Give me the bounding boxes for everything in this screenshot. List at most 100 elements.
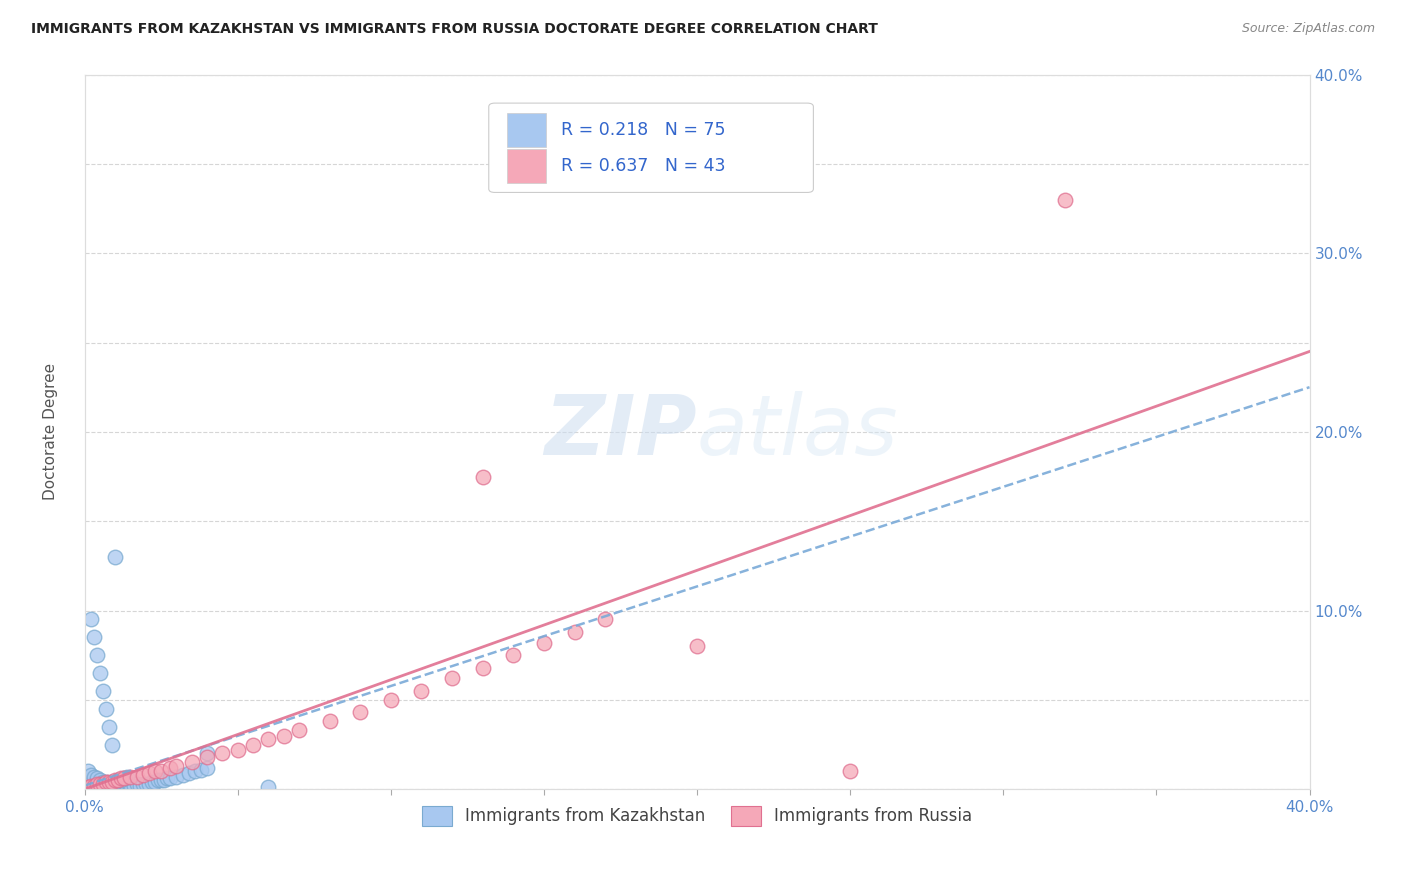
Point xyxy=(98,775,121,789)
Point xyxy=(107,779,129,793)
Point xyxy=(686,640,709,654)
Point xyxy=(177,766,200,780)
Point xyxy=(89,666,111,681)
Point xyxy=(1053,193,1076,207)
Point xyxy=(120,780,142,795)
Point xyxy=(349,706,371,720)
Point xyxy=(110,780,132,795)
Point xyxy=(593,612,616,626)
Point xyxy=(104,779,127,793)
Point xyxy=(141,775,163,789)
Point xyxy=(89,777,111,791)
Point xyxy=(471,469,494,483)
Point xyxy=(195,761,218,775)
Point xyxy=(110,772,132,786)
Legend: Immigrants from Kazakhstan, Immigrants from Russia: Immigrants from Kazakhstan, Immigrants f… xyxy=(413,797,980,835)
Point xyxy=(138,766,160,780)
Point xyxy=(138,777,160,791)
Point xyxy=(146,773,169,788)
FancyBboxPatch shape xyxy=(489,103,814,193)
Point xyxy=(79,779,101,793)
FancyBboxPatch shape xyxy=(508,149,547,183)
Point xyxy=(288,723,311,738)
Point xyxy=(242,738,264,752)
Point xyxy=(159,761,181,775)
Point xyxy=(107,780,129,795)
Point xyxy=(89,779,111,793)
Point xyxy=(86,648,108,663)
Point xyxy=(471,661,494,675)
Point xyxy=(76,780,98,795)
Point xyxy=(411,684,433,698)
Point xyxy=(98,720,121,734)
Point xyxy=(86,779,108,793)
Point xyxy=(564,625,586,640)
Point xyxy=(112,780,135,795)
Point xyxy=(533,636,555,650)
Point xyxy=(98,780,121,795)
Point xyxy=(125,770,148,784)
Point xyxy=(101,775,124,789)
Point xyxy=(135,777,157,791)
Point xyxy=(91,684,114,698)
Point xyxy=(86,780,108,795)
Point xyxy=(131,777,153,791)
Point xyxy=(104,775,127,789)
Point xyxy=(195,747,218,761)
Point xyxy=(120,770,142,784)
Point xyxy=(104,780,127,795)
Point xyxy=(83,777,105,791)
Point xyxy=(380,693,402,707)
Point xyxy=(86,777,108,791)
Point xyxy=(83,770,105,784)
Point xyxy=(94,775,117,789)
Point xyxy=(112,772,135,786)
Point xyxy=(257,732,280,747)
Text: R = 0.218   N = 75: R = 0.218 N = 75 xyxy=(561,120,725,138)
Point xyxy=(112,772,135,786)
Point xyxy=(150,764,173,779)
Point xyxy=(184,764,207,779)
Text: IMMIGRANTS FROM KAZAKHSTAN VS IMMIGRANTS FROM RUSSIA DOCTORATE DEGREE CORRELATIO: IMMIGRANTS FROM KAZAKHSTAN VS IMMIGRANTS… xyxy=(31,22,877,37)
Point xyxy=(257,780,280,795)
Text: Source: ZipAtlas.com: Source: ZipAtlas.com xyxy=(1241,22,1375,36)
Point xyxy=(839,764,862,779)
Point xyxy=(128,779,150,793)
Point xyxy=(76,780,98,795)
Point xyxy=(440,672,463,686)
Y-axis label: Doctorate Degree: Doctorate Degree xyxy=(44,363,58,500)
Point xyxy=(83,779,105,793)
Point xyxy=(318,714,340,729)
Point xyxy=(86,777,108,791)
Point xyxy=(143,764,166,779)
Point xyxy=(91,780,114,795)
Point xyxy=(91,775,114,789)
Point xyxy=(107,773,129,788)
Point xyxy=(83,631,105,645)
Point xyxy=(125,777,148,791)
Point xyxy=(226,743,249,757)
Text: atlas: atlas xyxy=(697,392,898,473)
FancyBboxPatch shape xyxy=(508,112,547,147)
Point xyxy=(89,777,111,791)
Point xyxy=(94,780,117,795)
Point xyxy=(117,779,139,793)
Point xyxy=(104,549,127,564)
Point xyxy=(502,648,524,663)
Point xyxy=(110,777,132,791)
Point xyxy=(86,772,108,786)
Point xyxy=(112,779,135,793)
Text: ZIP: ZIP xyxy=(544,392,697,473)
Point xyxy=(89,773,111,788)
Point xyxy=(172,768,194,782)
Point xyxy=(104,773,127,788)
Point xyxy=(101,777,124,791)
Point xyxy=(131,768,153,782)
Point xyxy=(159,772,181,786)
Point xyxy=(83,779,105,793)
Point xyxy=(195,750,218,764)
Point xyxy=(101,780,124,795)
Point xyxy=(91,779,114,793)
Point xyxy=(79,612,101,626)
Point xyxy=(150,773,173,788)
